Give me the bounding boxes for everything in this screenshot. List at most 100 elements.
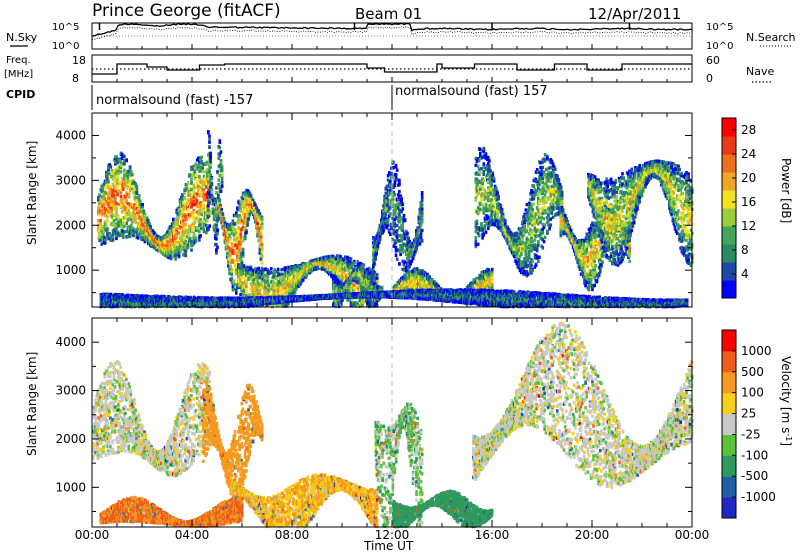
power-data-cell xyxy=(99,219,102,222)
power-data-cell xyxy=(122,188,125,191)
power-data-cell xyxy=(129,165,132,168)
power-data-cell xyxy=(136,199,139,202)
power-data-cell xyxy=(98,193,101,196)
power-data-cell xyxy=(107,197,110,200)
power-data-cell xyxy=(115,202,118,205)
power-scatter-data xyxy=(97,130,694,308)
power-data-cell xyxy=(114,224,117,227)
power-data-cell xyxy=(97,224,100,227)
power-data-cell xyxy=(149,225,152,228)
cpid-row: CPID normalsound (fast) -157 normalsound… xyxy=(6,84,548,110)
nave-tick-bottom: 0 xyxy=(706,72,713,85)
noise-sky-line xyxy=(92,23,692,36)
power-data-cell xyxy=(175,234,178,237)
power-data-cell xyxy=(144,215,147,218)
beam-label: Beam 01 xyxy=(355,5,422,23)
power-data-cell xyxy=(115,207,118,210)
power-data-cell xyxy=(138,194,141,197)
power-data-cell xyxy=(131,173,134,176)
power-data-cell xyxy=(116,185,119,188)
power-data-cell xyxy=(127,175,130,178)
power-data-cell xyxy=(123,155,126,158)
cpid-segment-2: normalsound (fast) 157 xyxy=(395,84,548,99)
date-label: 12/Apr/2011 xyxy=(588,5,681,23)
power-data-cell xyxy=(122,222,125,225)
power-data-cell xyxy=(178,216,181,219)
freq-tick-bottom: 8 xyxy=(72,72,79,85)
power-data-cell xyxy=(112,238,115,241)
power-data-cell xyxy=(128,209,131,212)
power-data-cell xyxy=(115,234,118,237)
power-data-cell xyxy=(106,220,109,223)
power-data-cell xyxy=(111,212,114,215)
power-data-cell xyxy=(120,191,123,194)
station-title: Prince George (fitACF) xyxy=(92,1,281,21)
power-data-cell xyxy=(170,227,173,230)
power-data-cell xyxy=(129,227,132,230)
power-data-cell xyxy=(100,243,103,246)
power-data-cell xyxy=(113,219,116,222)
power-data-cell xyxy=(135,217,138,220)
power-data-cell xyxy=(111,215,114,218)
power-data-cell xyxy=(174,257,177,260)
power-data-cell xyxy=(132,191,135,194)
power-data-cell xyxy=(119,181,122,184)
nave-label: Nave xyxy=(746,65,774,78)
power-data-cell xyxy=(116,166,119,169)
power-data-cell xyxy=(123,159,126,162)
power-data-cell xyxy=(103,183,106,186)
power-data-cell xyxy=(114,197,117,200)
power-data-cell xyxy=(132,234,135,237)
power-data-cell xyxy=(177,227,180,230)
power-data-cell xyxy=(116,193,119,196)
power-data-cell xyxy=(102,225,105,228)
power-data-cell xyxy=(116,175,119,178)
power-data-cell xyxy=(98,206,101,209)
power-data-cell xyxy=(130,170,133,173)
power-data-cell xyxy=(115,237,118,240)
power-data-cell xyxy=(177,223,180,226)
power-data-cell xyxy=(178,241,181,244)
power-data-cell xyxy=(144,218,147,221)
power-data-cell xyxy=(106,232,109,235)
power-data-cell xyxy=(111,171,114,174)
freq-label-line1: Freq. xyxy=(6,55,31,66)
nave-tick-top: 60 xyxy=(706,54,720,67)
power-data-cell xyxy=(127,202,130,205)
freq-panel: 18 8 60 0 Freq. [MHz] Nave xyxy=(4,54,774,85)
power-data-cell xyxy=(136,185,139,188)
power-data-cell xyxy=(172,218,175,221)
power-data-cell xyxy=(120,234,123,237)
power-data-cell xyxy=(103,230,106,233)
power-data-cell xyxy=(127,185,130,188)
power-data-cell xyxy=(125,159,128,162)
noise-tick-high-left: 10^5 xyxy=(52,22,79,33)
power-data-cell xyxy=(173,228,176,231)
power-data-cell xyxy=(178,231,181,234)
power-data-cell xyxy=(104,202,107,205)
power-data-cell xyxy=(100,236,103,239)
power-data-cell xyxy=(107,180,110,183)
power-data-cell xyxy=(97,198,100,201)
power-data-cell xyxy=(120,160,123,163)
power-data-cell xyxy=(111,197,114,200)
noise-tick-low-right: 10^0 xyxy=(706,41,733,52)
freq-tick-top: 18 xyxy=(72,54,86,67)
freq-label-line2: [MHz] xyxy=(4,69,33,80)
power-data-cell xyxy=(120,195,123,198)
power-data-cell xyxy=(129,235,132,238)
power-data-cell xyxy=(175,243,178,246)
power-data-cell xyxy=(131,185,134,188)
power-data-cell xyxy=(116,161,119,164)
power-data-cell xyxy=(135,196,138,199)
power-data-cell xyxy=(115,171,118,174)
nsearch-label: N.Search xyxy=(746,31,796,44)
power-data-cell xyxy=(127,235,130,238)
power-data-cell xyxy=(116,178,119,181)
freq-panel-ticks xyxy=(92,77,692,82)
cpid-segment-1: normalsound (fast) -157 xyxy=(96,93,253,108)
power-data-cell xyxy=(104,238,107,241)
cpid-label: CPID xyxy=(6,88,35,101)
power-data-cell xyxy=(110,165,113,168)
